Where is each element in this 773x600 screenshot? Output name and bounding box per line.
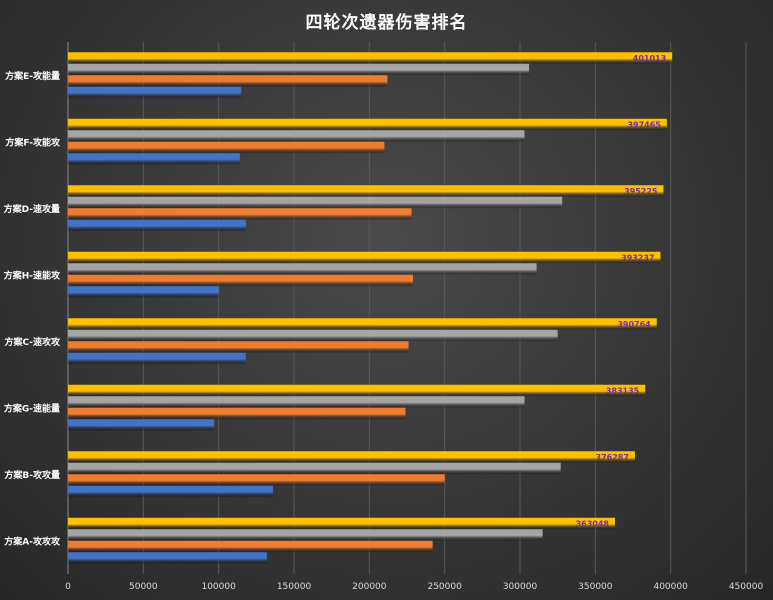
x-tick-label: 300000 <box>503 582 538 592</box>
bar <box>68 540 433 553</box>
bar <box>68 251 661 264</box>
data-label: 390764 <box>617 320 651 329</box>
y-tick-label: 方案C-速攻攻 <box>4 336 61 348</box>
bar <box>68 118 667 131</box>
y-tick-label: 方案F-攻能攻 <box>5 136 61 148</box>
bar <box>68 517 615 530</box>
bar <box>68 219 246 232</box>
data-label: 401013 <box>633 54 666 63</box>
bar <box>68 208 412 220</box>
bar <box>68 474 445 486</box>
x-tick-label: 200000 <box>352 582 387 592</box>
y-tick-label: 方案E-攻能量 <box>5 70 60 82</box>
bar <box>68 196 563 209</box>
bar <box>68 130 525 142</box>
y-tick-label: 方案B-攻攻量 <box>4 469 60 481</box>
bar <box>68 329 558 342</box>
data-label: 376287 <box>596 453 629 462</box>
bar <box>68 86 242 99</box>
bar <box>68 52 673 64</box>
bar <box>68 451 635 463</box>
bar <box>68 462 561 475</box>
x-tick-label: 450000 <box>729 582 764 592</box>
bar <box>68 141 385 154</box>
data-label: 393237 <box>621 254 654 263</box>
chart-title: 四轮次遗器伤害排名 <box>305 13 468 33</box>
bar <box>68 407 406 420</box>
bar <box>68 529 543 541</box>
x-tick-label: 150000 <box>277 582 312 592</box>
data-label: 363048 <box>576 520 610 529</box>
bar <box>68 274 414 287</box>
bar <box>68 263 537 275</box>
bar <box>68 396 525 408</box>
bar <box>68 185 664 197</box>
y-tick-label: 方案H-速能攻 <box>4 269 61 281</box>
bar <box>68 153 240 165</box>
bar <box>68 63 530 76</box>
y-tick-label: 方案D-速攻量 <box>4 203 60 215</box>
x-tick-label: 250000 <box>427 582 462 592</box>
x-tick-label: 100000 <box>201 582 236 592</box>
y-tick-label: 方案G-速能量 <box>4 402 60 414</box>
bar <box>68 318 657 330</box>
bar <box>68 552 267 564</box>
y-tick-label: 方案A-攻攻攻 <box>4 535 61 547</box>
data-label: 395225 <box>624 187 658 196</box>
x-tick-label: 350000 <box>578 582 613 592</box>
bar <box>68 384 646 397</box>
data-label: 383135 <box>606 387 640 396</box>
bar <box>68 485 273 498</box>
bar <box>68 341 409 353</box>
x-tick-label: 400000 <box>653 582 688 592</box>
bar <box>68 419 215 431</box>
data-label: 397465 <box>627 121 661 130</box>
bar <box>68 286 219 298</box>
x-tick-label: 50000 <box>129 582 158 592</box>
bar <box>68 352 246 365</box>
x-tick-label: 0 <box>65 582 71 592</box>
bar <box>68 75 388 87</box>
